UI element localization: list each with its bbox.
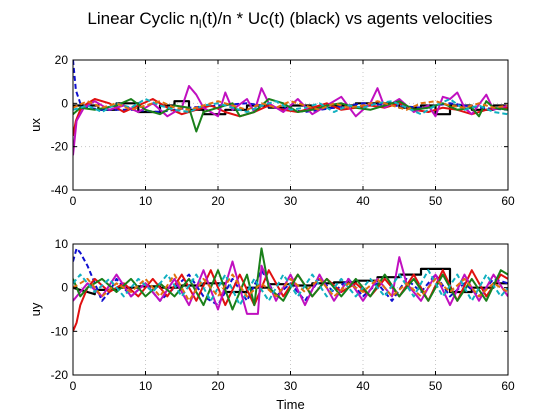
x-tick-label: 30 [284, 379, 298, 393]
y-tick-label: 10 [55, 237, 69, 251]
series-line-cyan [73, 98, 508, 116]
series-line-green [73, 98, 508, 133]
x-tick-label: 20 [211, 379, 225, 393]
y-tick-label: 0 [61, 96, 68, 110]
plot-area [73, 244, 508, 375]
x-axis-label: Time [276, 397, 304, 412]
x-tick-label: 50 [429, 194, 443, 208]
x-tick-label: 60 [501, 194, 515, 208]
x-tick-label: 40 [356, 379, 370, 393]
x-tick-label: 10 [139, 194, 153, 208]
x-tick-label: 10 [139, 379, 153, 393]
y-tick-label: -20 [51, 368, 69, 382]
y-tick-label: 0 [61, 281, 68, 295]
y-tick-label: -20 [51, 140, 69, 154]
title-part-2: (t)/n * Uc(t) (black) vs agents velociti… [202, 9, 493, 28]
title-part-1: Linear Cyclic n [87, 9, 199, 28]
x-tick-label: 0 [70, 379, 77, 393]
x-tick-label: 20 [211, 194, 225, 208]
y-axis-label: ux [28, 118, 43, 132]
y-axis-label: uy [28, 302, 43, 316]
x-tick-label: 60 [501, 379, 515, 393]
x-tick-label: 30 [284, 194, 298, 208]
series-line-orange [73, 273, 508, 302]
figure-title: Linear Cyclic nl(t)/n * Uc(t) (black) vs… [87, 9, 492, 31]
series-line-green [73, 247, 508, 311]
x-tick-label: 0 [70, 194, 77, 208]
title-subscript: l [199, 17, 202, 31]
x-tick-label: 40 [356, 194, 370, 208]
y-tick-label: -40 [51, 183, 69, 197]
series-line-magenta [73, 85, 508, 156]
y-tick-label: -10 [51, 324, 69, 338]
uy-subplot: 0 10 20 30 40 50 60 -20 -10 0 10 uy Time [28, 237, 515, 412]
ux-subplot: 0 10 20 30 40 50 60 -40 -20 0 20 ux [28, 53, 515, 208]
x-tick-label: 50 [429, 379, 443, 393]
series-line-cyan [73, 269, 508, 307]
y-tick-label: 20 [55, 53, 69, 67]
